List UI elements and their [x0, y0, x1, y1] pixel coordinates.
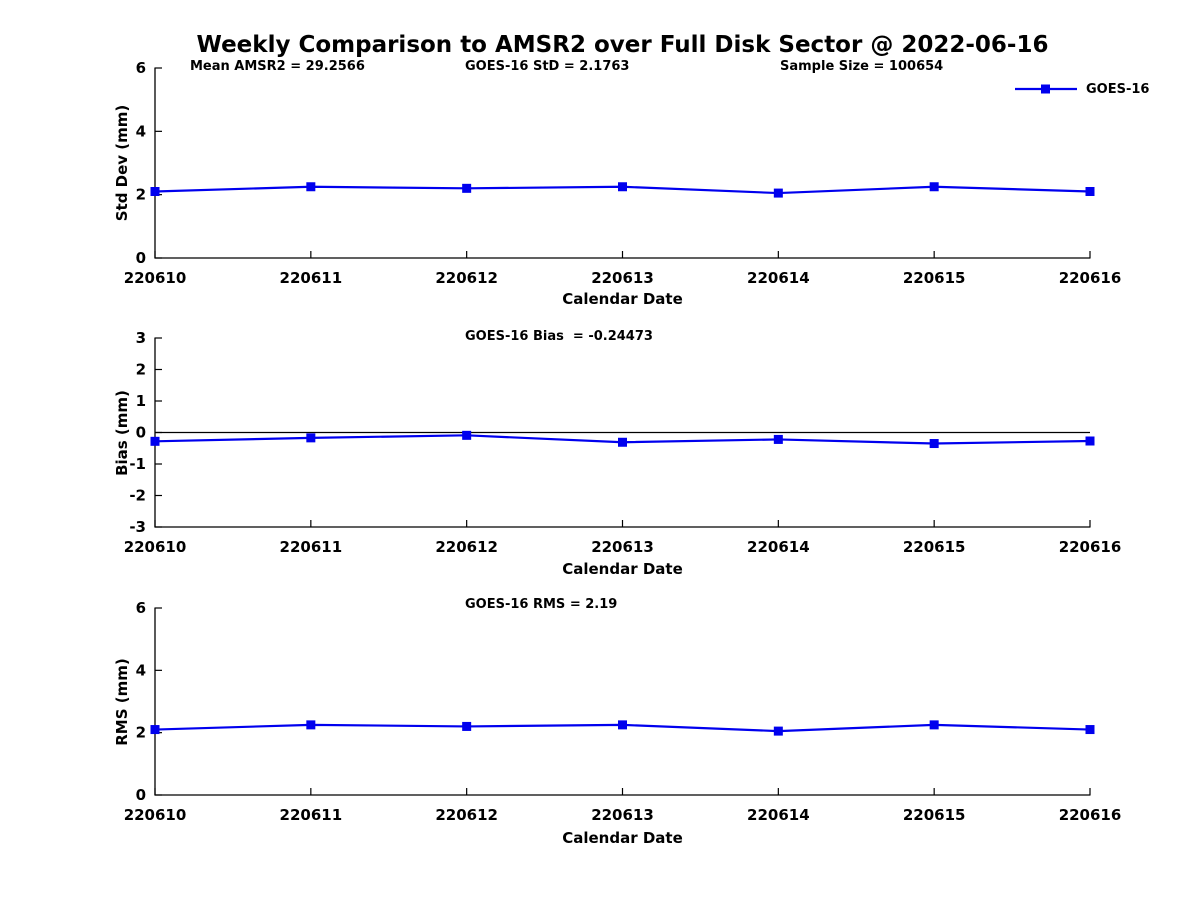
- data-point-marker: [618, 720, 627, 730]
- data-point-marker: [306, 182, 316, 192]
- x-tick-label: 220614: [747, 806, 810, 824]
- x-tick-label: 220611: [280, 538, 343, 556]
- data-point-marker: [929, 720, 939, 730]
- x-tick-label: 220615: [903, 538, 966, 556]
- data-point-marker: [150, 725, 160, 735]
- y-tick-label: 0: [136, 786, 146, 804]
- x-tick-label: 220614: [747, 269, 810, 287]
- data-point-marker: [773, 726, 783, 736]
- y-tick-label: -2: [129, 487, 146, 505]
- x-tick-label: 220612: [435, 269, 498, 287]
- y-tick-label: -3: [129, 518, 146, 536]
- stat-sample-size: Sample Size = 100654: [780, 59, 944, 74]
- y-tick-label: -1: [129, 455, 146, 473]
- data-point-marker: [618, 182, 627, 192]
- x-tick-label: 220611: [280, 806, 343, 824]
- y-tick-label: 2: [136, 724, 146, 742]
- y-tick-label: 2: [136, 186, 146, 204]
- data-point-marker: [929, 439, 939, 449]
- x-tick-label: 220615: [903, 806, 966, 824]
- data-point-marker: [462, 430, 472, 440]
- x-axis-label-plot2: Calendar Date: [562, 560, 683, 578]
- data-point-marker: [462, 183, 472, 193]
- data-point-marker: [150, 187, 160, 196]
- stat-goes16-std: GOES-16 StD = 2.1763: [465, 59, 630, 74]
- x-axis-label-plot3: Calendar Date: [562, 829, 683, 847]
- x-tick-label: 220613: [591, 806, 654, 824]
- legend-line-marker-icon: [1015, 84, 1077, 94]
- x-axis-label-plot1: Calendar Date: [562, 290, 683, 308]
- y-axis-label-stddev: Std Dev (mm): [113, 104, 131, 222]
- subplot-title-bias: GOES-16 Bias = -0.24473: [465, 329, 653, 344]
- x-tick-label: 220610: [124, 538, 187, 556]
- x-tick-label: 220616: [1059, 269, 1122, 287]
- y-tick-label: 6: [136, 599, 146, 617]
- x-tick-label: 220613: [591, 269, 654, 287]
- data-point-marker: [1085, 187, 1095, 196]
- data-point-marker: [929, 182, 939, 192]
- subplot-title-rms: GOES-16 RMS = 2.19: [465, 597, 618, 612]
- x-tick-label: 220613: [591, 538, 654, 556]
- x-tick-label: 220615: [903, 269, 966, 287]
- data-point-marker: [618, 437, 627, 447]
- stat-mean-amsr2: Mean AMSR2 = 29.2566: [190, 59, 365, 74]
- legend-marker: [1041, 84, 1050, 94]
- y-tick-label: 0: [136, 424, 146, 442]
- x-tick-label: 220610: [124, 269, 187, 287]
- data-point-marker: [773, 188, 783, 198]
- y-axis-label-bias: Bias (mm): [113, 390, 131, 476]
- data-point-marker: [462, 721, 472, 731]
- y-tick-label: 3: [136, 329, 146, 347]
- x-tick-label: 220612: [435, 538, 498, 556]
- x-tick-label: 220616: [1059, 806, 1122, 824]
- data-point-marker: [773, 434, 783, 444]
- x-tick-label: 220612: [435, 806, 498, 824]
- x-tick-label: 220616: [1059, 538, 1122, 556]
- data-point-marker: [306, 433, 316, 443]
- y-tick-label: 6: [136, 59, 146, 77]
- y-axis-label-rms: RMS (mm): [113, 658, 131, 746]
- figure-title: Weekly Comparison to AMSR2 over Full Dis…: [196, 32, 1049, 58]
- legend: GOES-16: [1014, 80, 1149, 98]
- x-tick-label: 220614: [747, 538, 810, 556]
- x-tick-label: 220611: [280, 269, 343, 287]
- legend-label: GOES-16: [1086, 81, 1150, 97]
- y-tick-label: 4: [136, 122, 146, 140]
- y-tick-label: 4: [136, 661, 146, 679]
- data-point-marker: [306, 720, 316, 730]
- y-tick-label: 0: [136, 249, 146, 267]
- x-tick-label: 220610: [124, 806, 187, 824]
- y-tick-label: 1: [136, 392, 146, 410]
- data-point-marker: [1085, 725, 1095, 735]
- y-tick-label: 2: [136, 361, 146, 379]
- data-point-marker: [150, 436, 160, 446]
- data-point-marker: [1085, 436, 1095, 446]
